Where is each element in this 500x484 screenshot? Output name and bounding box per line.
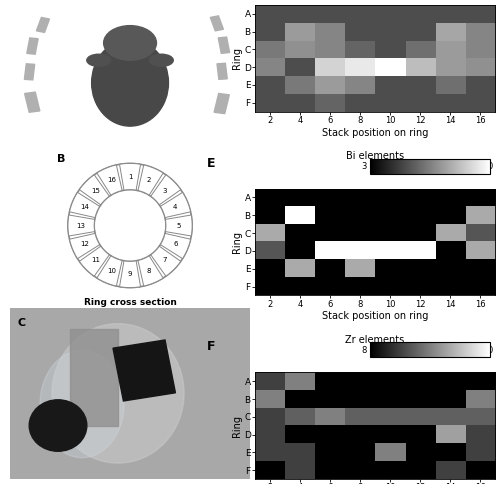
Polygon shape (97, 256, 122, 286)
Ellipse shape (92, 40, 168, 126)
Bar (214, 93, 230, 114)
Text: A: A (219, 21, 224, 30)
Bar (113, 340, 176, 401)
Polygon shape (70, 192, 100, 218)
Bar (70, 329, 118, 425)
Text: Bi elements: Bi elements (346, 151, 404, 161)
Polygon shape (151, 246, 181, 276)
Y-axis label: Ring: Ring (232, 231, 242, 253)
Text: Zr elements: Zr elements (346, 334, 405, 345)
Polygon shape (138, 165, 163, 195)
Bar (27, 38, 38, 54)
Polygon shape (70, 233, 100, 258)
Polygon shape (138, 256, 163, 286)
Text: 3: 3 (162, 188, 167, 194)
Polygon shape (68, 215, 94, 236)
Text: 4: 4 (173, 204, 178, 210)
Polygon shape (160, 233, 190, 258)
Polygon shape (80, 246, 110, 276)
Text: 0: 0 (488, 162, 492, 171)
Ellipse shape (40, 350, 124, 458)
Text: 14: 14 (80, 204, 89, 210)
Text: 13: 13 (76, 223, 86, 228)
Text: 2: 2 (146, 177, 151, 183)
Polygon shape (120, 261, 141, 287)
Text: A: A (14, 12, 22, 22)
Ellipse shape (150, 54, 174, 66)
Ellipse shape (87, 54, 111, 66)
Text: 3: 3 (361, 162, 366, 171)
Text: B: B (219, 40, 224, 49)
Text: 15: 15 (91, 188, 100, 194)
Y-axis label: Ring: Ring (232, 415, 242, 437)
Text: Ring cross section: Ring cross section (84, 298, 176, 307)
Text: D: D (219, 80, 225, 89)
Text: 8: 8 (146, 268, 151, 274)
Circle shape (29, 400, 87, 451)
Polygon shape (151, 175, 181, 205)
Text: E: E (219, 104, 224, 113)
Polygon shape (80, 175, 110, 205)
Text: E: E (207, 156, 216, 169)
Text: C: C (17, 318, 25, 328)
Text: 11: 11 (91, 257, 100, 263)
Text: F: F (207, 340, 216, 353)
Bar (217, 63, 228, 79)
Text: 1: 1 (128, 173, 132, 180)
Text: 12: 12 (80, 241, 89, 247)
Text: 0: 0 (488, 346, 492, 355)
Text: 6: 6 (173, 241, 178, 247)
Text: 8: 8 (361, 346, 366, 355)
Polygon shape (166, 215, 192, 236)
Text: 5: 5 (177, 223, 181, 228)
Bar (24, 64, 34, 80)
Text: 3 cm: 3 cm (119, 2, 141, 11)
Polygon shape (160, 192, 190, 218)
Bar (24, 92, 40, 112)
Text: 16: 16 (107, 177, 116, 183)
Polygon shape (97, 165, 122, 195)
Text: 10: 10 (107, 268, 116, 274)
Bar (36, 17, 50, 32)
Text: 9: 9 (128, 272, 132, 277)
Text: B: B (58, 154, 66, 164)
X-axis label: Stack position on ring: Stack position on ring (322, 311, 428, 321)
Bar (210, 16, 224, 31)
Polygon shape (120, 164, 141, 190)
Text: C: C (219, 59, 224, 68)
Text: 7: 7 (162, 257, 167, 263)
Ellipse shape (104, 26, 156, 61)
Text: F: F (219, 125, 224, 134)
Ellipse shape (52, 324, 184, 463)
Bar (218, 37, 230, 53)
X-axis label: Stack position on ring: Stack position on ring (322, 128, 428, 137)
Y-axis label: Ring: Ring (232, 47, 242, 69)
